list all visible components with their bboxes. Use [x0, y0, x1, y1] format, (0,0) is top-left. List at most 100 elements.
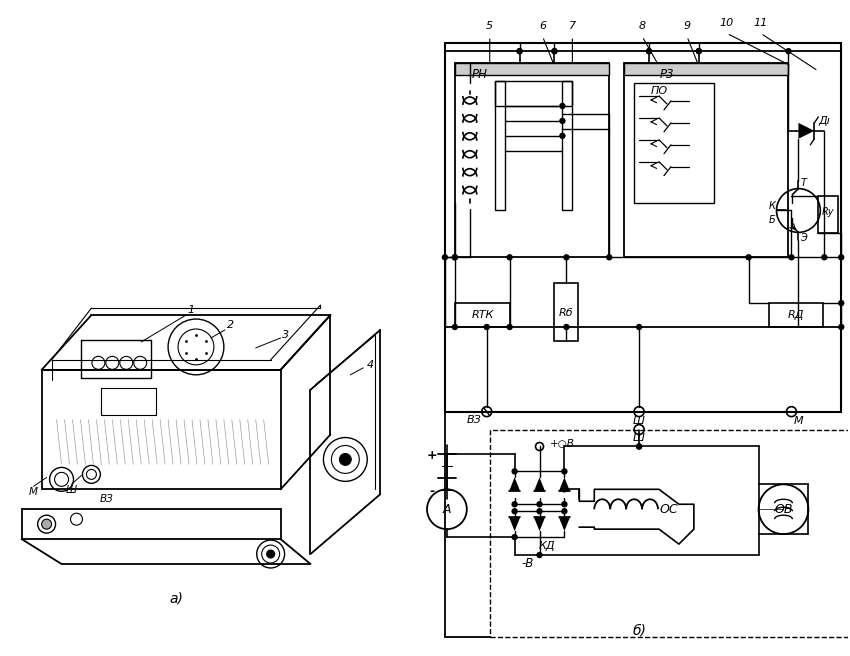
Bar	[455, 303, 510, 327]
Circle shape	[786, 49, 791, 54]
Text: ВЗ: ВЗ	[99, 494, 113, 504]
Text: P3: P3	[660, 68, 674, 81]
Text: Ш: Ш	[66, 485, 77, 495]
Circle shape	[560, 104, 565, 108]
Circle shape	[513, 535, 517, 540]
Text: Ш: Ш	[633, 432, 645, 443]
Text: ПО: ПО	[650, 86, 667, 96]
Circle shape	[452, 255, 457, 260]
Circle shape	[839, 300, 844, 306]
Text: -: -	[429, 485, 434, 498]
Text: +○B: +○B	[549, 438, 575, 449]
Polygon shape	[509, 517, 520, 531]
Bar	[490, 430, 850, 637]
Text: Rб: Rб	[559, 308, 574, 318]
Circle shape	[513, 509, 517, 514]
Circle shape	[564, 325, 569, 329]
Circle shape	[564, 255, 569, 260]
Text: К: К	[769, 201, 776, 211]
Circle shape	[647, 49, 652, 54]
Bar	[455, 63, 609, 75]
Text: -В: -В	[521, 558, 534, 571]
Circle shape	[746, 255, 751, 260]
Polygon shape	[534, 517, 545, 531]
Bar	[455, 63, 609, 257]
Bar	[495, 81, 572, 106]
Circle shape	[513, 469, 517, 474]
Text: Т: Т	[801, 178, 807, 188]
Circle shape	[443, 255, 447, 260]
Circle shape	[537, 552, 542, 558]
Text: 3: 3	[282, 330, 289, 340]
Circle shape	[562, 509, 567, 514]
Circle shape	[517, 49, 522, 54]
Text: Б: Б	[769, 215, 776, 226]
Text: RД: RД	[788, 310, 805, 320]
Text: 8: 8	[638, 21, 646, 31]
Circle shape	[42, 519, 52, 529]
Text: A: A	[443, 502, 451, 516]
Text: 11: 11	[753, 18, 768, 28]
Text: Дı: Дı	[819, 116, 830, 126]
Circle shape	[839, 325, 844, 329]
Circle shape	[552, 49, 557, 54]
Text: 9: 9	[683, 21, 690, 31]
Text: a): a)	[169, 592, 183, 606]
Bar	[445, 43, 842, 412]
Polygon shape	[558, 517, 570, 531]
Polygon shape	[798, 123, 814, 139]
Text: 5: 5	[486, 21, 493, 31]
Bar	[624, 63, 789, 75]
Circle shape	[562, 469, 567, 474]
Circle shape	[696, 49, 701, 54]
Text: М: М	[29, 487, 38, 497]
Text: 7: 7	[569, 21, 576, 31]
Text: Rу: Rу	[822, 207, 835, 218]
Text: М: М	[793, 416, 803, 426]
Text: 4: 4	[366, 360, 374, 370]
Text: 10: 10	[720, 18, 734, 28]
Circle shape	[637, 325, 642, 329]
Circle shape	[452, 325, 457, 329]
Circle shape	[789, 255, 794, 260]
Text: ОВ: ОВ	[774, 502, 793, 516]
Text: PH: PH	[472, 68, 488, 81]
Circle shape	[484, 325, 490, 329]
Circle shape	[560, 133, 565, 138]
Text: Э: Э	[800, 234, 807, 243]
Bar	[554, 283, 578, 341]
Bar	[768, 303, 824, 327]
Circle shape	[452, 255, 457, 260]
Polygon shape	[509, 478, 520, 491]
Bar	[624, 63, 789, 257]
Circle shape	[560, 118, 565, 123]
Circle shape	[267, 550, 275, 558]
Polygon shape	[558, 478, 570, 491]
Text: ВЗ: ВЗ	[467, 415, 482, 424]
Text: ОС: ОС	[659, 502, 677, 516]
Circle shape	[517, 49, 522, 54]
Bar	[563, 81, 572, 211]
Text: КД: КД	[539, 541, 556, 551]
Circle shape	[537, 509, 542, 514]
Bar	[819, 195, 838, 234]
Text: +: +	[427, 449, 437, 462]
Circle shape	[513, 502, 517, 506]
Text: б): б)	[632, 624, 646, 638]
Circle shape	[647, 49, 652, 54]
Text: Ш: Ш	[633, 416, 645, 426]
Bar	[495, 81, 505, 211]
Circle shape	[562, 502, 567, 506]
Circle shape	[507, 255, 513, 260]
Circle shape	[562, 487, 567, 492]
Circle shape	[607, 255, 612, 260]
Circle shape	[637, 444, 642, 449]
Circle shape	[839, 255, 844, 260]
Text: RТК: RТК	[472, 310, 494, 320]
Circle shape	[696, 49, 701, 54]
Circle shape	[552, 49, 557, 54]
Circle shape	[537, 502, 542, 506]
Text: 1: 1	[188, 305, 195, 315]
Circle shape	[822, 255, 827, 260]
Circle shape	[637, 444, 642, 449]
